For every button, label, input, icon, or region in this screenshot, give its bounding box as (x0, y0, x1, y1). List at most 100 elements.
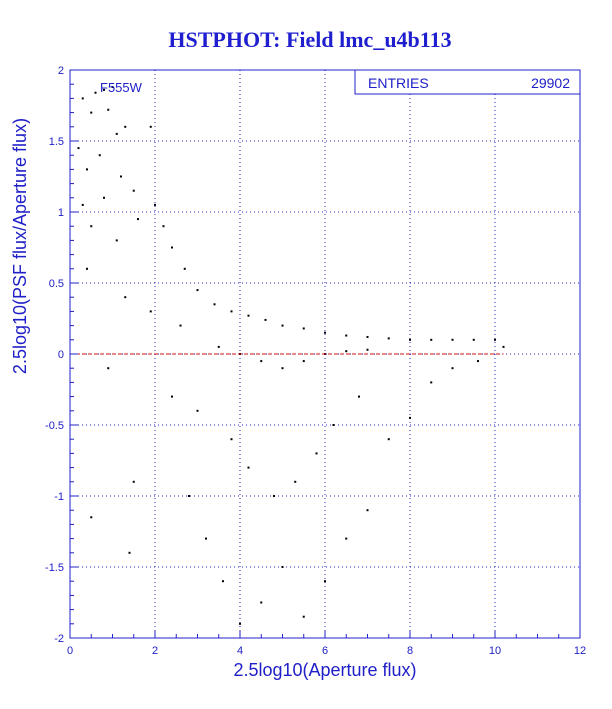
y-tick-label: -1 (54, 491, 64, 503)
data-point (217, 345, 220, 348)
data-point (302, 615, 305, 618)
stats-entries-value: 29902 (531, 75, 570, 91)
data-point (98, 154, 101, 157)
filter-label: F555W (100, 80, 143, 95)
data-point (315, 452, 318, 455)
data-point (124, 125, 127, 128)
data-point (260, 601, 263, 604)
data-point (366, 335, 369, 338)
data-point (294, 480, 297, 483)
data-point (281, 367, 284, 370)
data-point (120, 175, 122, 178)
y-axis-title: 2.5log10(PSF flux/Aperture flux) (10, 118, 30, 374)
x-axis-title: 2.5log10(Aperture flux) (233, 660, 416, 680)
stats-box: ENTRIES 29902 (354, 69, 581, 95)
data-point (115, 239, 118, 242)
data-point (132, 189, 135, 192)
y-tick-label: 0.5 (49, 278, 64, 290)
stats-box-frame (354, 69, 581, 95)
data-point (264, 318, 267, 321)
x-tick-label: 8 (407, 645, 413, 657)
data-point (77, 147, 80, 150)
data-point (171, 395, 173, 398)
data-point (387, 438, 390, 441)
data-point (90, 225, 93, 228)
data-point (451, 367, 454, 370)
data-point (345, 334, 348, 337)
x-tick-label: 2 (152, 645, 158, 657)
data-point (103, 88, 105, 91)
data-point (81, 97, 84, 100)
data-point (477, 360, 479, 363)
data-point (128, 551, 131, 554)
x-tick-label: 6 (322, 645, 328, 657)
y-tick-label: -2 (54, 633, 64, 645)
data-point (222, 580, 224, 583)
y-tick-label: 2 (58, 65, 64, 77)
x-tick-label: 12 (574, 645, 586, 657)
data-point (196, 409, 199, 412)
data-point (94, 91, 97, 94)
data-point (409, 416, 411, 419)
data-point (162, 225, 165, 228)
data-point (366, 509, 369, 512)
data-point (213, 303, 216, 306)
data-point (324, 331, 326, 334)
data-point (366, 348, 369, 351)
y-tick-label: 0 (58, 349, 64, 361)
data-point (132, 480, 135, 483)
data-point (124, 296, 127, 299)
data-point (332, 424, 335, 426)
y-tick-label: -0.5 (45, 420, 64, 432)
data-point (107, 367, 110, 370)
data-point (494, 338, 496, 341)
data-point (247, 314, 250, 317)
y-tick-label: 1.5 (49, 136, 64, 148)
y-tick-label: 1 (58, 207, 64, 219)
data-point (230, 310, 233, 313)
data-point (472, 338, 475, 341)
data-point (90, 516, 93, 519)
plot-area: 0 2 4 6 8 10 12 -2 -1.5 -1 -0.5 0 0.5 1 1.5 2 (45, 65, 586, 657)
y-tick-label: -1.5 (45, 562, 64, 574)
data-point (196, 289, 199, 292)
data-point (149, 125, 152, 128)
data-point (239, 622, 241, 625)
data-point (345, 350, 348, 353)
data-point (188, 495, 190, 497)
data-point (149, 310, 152, 313)
data-point (86, 267, 88, 270)
data-point (230, 438, 233, 441)
data-point (171, 246, 173, 249)
data-point (281, 324, 284, 327)
data-point (302, 360, 305, 363)
x-axis-ticks: 0 2 4 6 8 10 12 (67, 630, 586, 657)
data-point (324, 580, 326, 583)
data-point (137, 218, 139, 221)
data-point (409, 338, 411, 341)
stats-entries-label: ENTRIES (368, 75, 429, 91)
data-point (358, 395, 360, 398)
x-tick-label: 0 (67, 645, 73, 657)
data-point (115, 132, 118, 135)
data-point (281, 566, 284, 568)
data-point (179, 324, 182, 327)
data-point (430, 381, 433, 384)
x-tick-label: 4 (237, 645, 243, 657)
data-point (183, 267, 186, 270)
data-point (247, 466, 250, 469)
data-point (451, 338, 454, 341)
data-point (81, 203, 84, 206)
data-point (86, 168, 88, 171)
data-point (302, 327, 305, 330)
data-point (502, 345, 505, 348)
chart-title: HSTPHOT: Field lmc_u4b113 (168, 27, 451, 52)
data-point (205, 537, 207, 540)
data-point (107, 108, 110, 111)
data-point (387, 337, 390, 340)
y-axis-ticks: -2 -1.5 -1 -0.5 0 0.5 1 1.5 2 (45, 65, 78, 645)
data-point (103, 196, 105, 199)
data-point (430, 338, 433, 341)
data-point (154, 203, 156, 206)
